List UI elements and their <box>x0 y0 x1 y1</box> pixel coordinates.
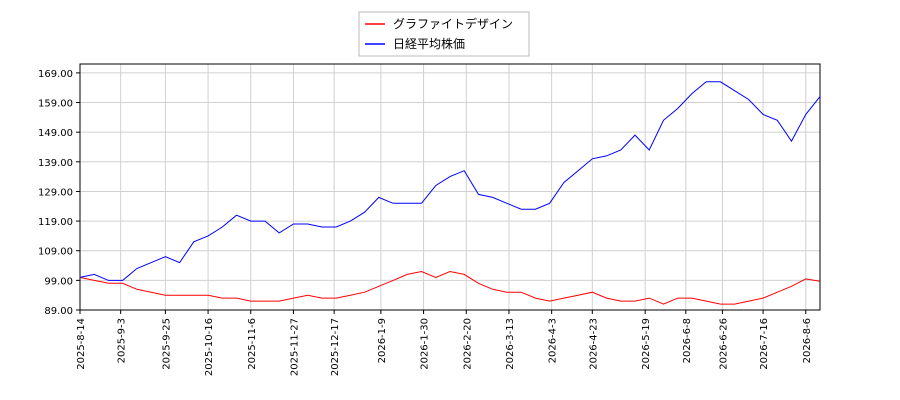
x-tick-label: 2026-4-23 <box>588 318 599 370</box>
legend-label: グラファイトデザイン <box>393 16 513 31</box>
x-tick-label: 2026-4-3 <box>548 318 559 363</box>
x-tick-label: 2025-9-3 <box>117 318 128 363</box>
x-tick-label: 2026-1-9 <box>377 318 388 363</box>
y-tick-label: 109.00 <box>38 247 73 258</box>
x-tick-label: 2025-12-17 <box>330 318 341 376</box>
x-tick-label: 2026-5-19 <box>641 318 652 370</box>
series-line <box>79 81 821 281</box>
legend-label: 日経平均株価 <box>393 36 465 51</box>
x-tick-label: 2025-10-16 <box>204 318 215 376</box>
x-tick-label: 2026-8-6 <box>802 318 813 363</box>
y-tick-label: 99.00 <box>44 276 73 287</box>
x-tick-label: 2026-6-26 <box>718 318 729 370</box>
x-tick-label: 2026-6-8 <box>682 318 693 363</box>
x-tick-label: 2025-9-25 <box>161 318 172 370</box>
y-tick-label: 89.00 <box>44 306 73 317</box>
series-line <box>79 270 821 305</box>
y-tick-label: 129.00 <box>38 187 73 198</box>
x-tick-label: 2026-7-16 <box>759 318 770 370</box>
legend-box <box>358 11 530 57</box>
x-tick-label: 2026-3-13 <box>505 318 516 370</box>
x-tick-label: 2026-2-20 <box>462 318 473 370</box>
y-tick-label: 149.00 <box>38 128 73 139</box>
y-tick-label: 139.00 <box>38 158 73 169</box>
y-tick-label: 159.00 <box>38 99 73 110</box>
x-tick-label: 2025-11-6 <box>247 318 258 370</box>
x-tick-label: 2025-11-27 <box>289 318 300 376</box>
y-tick-label: 169.00 <box>38 69 73 80</box>
plot-frame <box>79 63 821 311</box>
x-tick-label: 2025-8-14 <box>76 318 87 370</box>
y-tick-label: 119.00 <box>38 217 73 228</box>
x-tick-label: 2026-1-30 <box>420 318 431 370</box>
